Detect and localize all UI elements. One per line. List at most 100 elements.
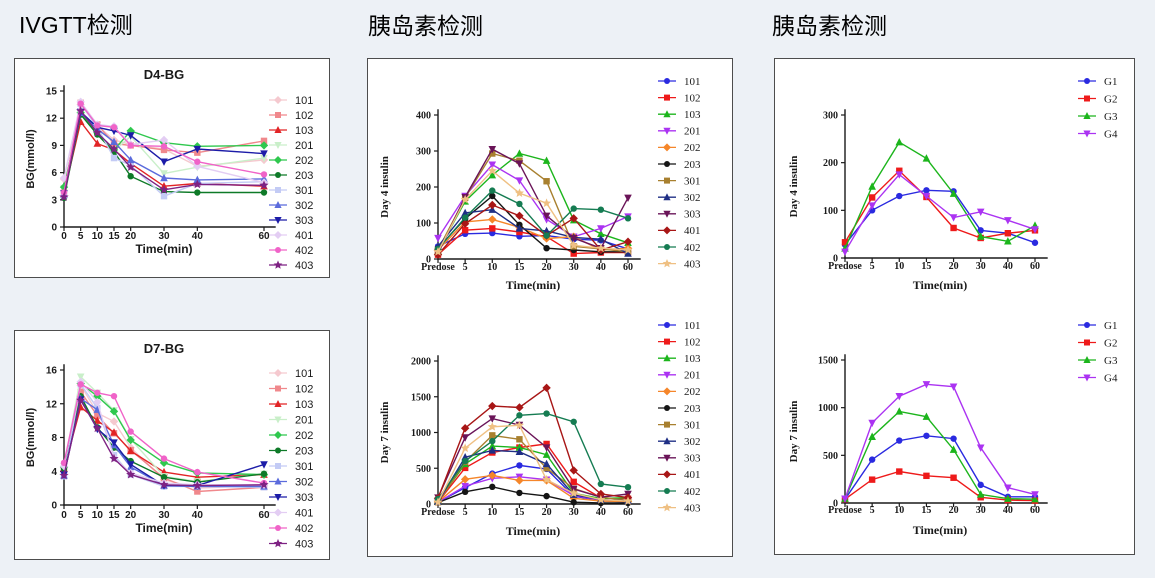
svg-text:30: 30	[569, 507, 579, 518]
section-header-insulin-group: 胰岛素检测	[772, 14, 887, 39]
svg-text:0: 0	[833, 499, 838, 510]
series-G4	[841, 171, 1039, 257]
svg-text:20: 20	[949, 261, 959, 272]
svg-text:101: 101	[684, 320, 701, 332]
svg-text:203: 203	[295, 170, 313, 182]
y-axis-label: Day 7 insulin	[788, 401, 800, 463]
panel-insulin-group: 0 100 200 300 Predose 5 10 15 20 30 40 60 G1 G2 G3 G4 Da…	[774, 58, 1135, 555]
svg-text:9: 9	[51, 141, 57, 152]
svg-text:103: 103	[684, 353, 701, 365]
svg-text:200: 200	[416, 183, 431, 194]
svg-text:60: 60	[1030, 261, 1040, 272]
y-axis-label: Day 4 insulin	[788, 156, 800, 218]
svg-text:15: 15	[921, 505, 931, 516]
svg-text:10: 10	[92, 510, 104, 521]
svg-text:101: 101	[295, 95, 313, 107]
axes	[437, 355, 641, 505]
svg-text:102: 102	[684, 92, 701, 104]
svg-text:5: 5	[870, 505, 875, 516]
panel-insulin-individual: 0 100 200 300 400 Predose 5 10 15 20 30 40 60 101 102 1…	[367, 58, 733, 557]
series-402	[60, 100, 268, 196]
svg-text:1000: 1000	[411, 428, 431, 439]
svg-text:10: 10	[487, 262, 497, 273]
svg-text:401: 401	[684, 469, 701, 481]
chart-day7-insulin-individual: 0 500 1000 1500 2000 Predose 5 10 15 20 30 40 60 101 1…	[368, 309, 732, 556]
y-axis-label: Day 7 insulin	[379, 402, 391, 464]
svg-text:15: 15	[514, 262, 524, 273]
svg-text:303: 303	[295, 492, 313, 504]
svg-text:10: 10	[894, 505, 904, 516]
series-G3	[841, 407, 1039, 503]
y-axis-label: BG(mmol/l)	[25, 408, 37, 468]
series-402	[434, 187, 632, 253]
svg-text:402: 402	[684, 486, 701, 498]
svg-text:402: 402	[684, 242, 701, 254]
svg-text:15: 15	[514, 507, 524, 518]
svg-text:20: 20	[125, 510, 137, 521]
svg-text:0: 0	[51, 501, 57, 512]
svg-text:202: 202	[684, 386, 701, 398]
svg-text:203: 203	[295, 445, 313, 457]
svg-text:Predose: Predose	[828, 261, 862, 272]
svg-text:103: 103	[295, 399, 313, 411]
series-402	[434, 410, 632, 503]
svg-text:40: 40	[596, 507, 606, 518]
svg-text:20: 20	[125, 231, 137, 242]
svg-text:Predose: Predose	[421, 262, 455, 273]
svg-text:401: 401	[295, 507, 313, 519]
y-axis-label: Day 4 insulin	[379, 156, 391, 218]
svg-text:102: 102	[684, 336, 701, 348]
svg-text:402: 402	[295, 245, 313, 257]
series-103	[60, 402, 268, 481]
svg-text:402: 402	[295, 523, 313, 535]
svg-text:302: 302	[295, 200, 313, 212]
y-axis-ticks: 0 500 1000 1500	[818, 356, 845, 510]
svg-text:301: 301	[684, 419, 701, 431]
chart-svg-day4_group: 0 100 200 300 Predose 5 10 15 20 30 40 60 G1 G2 G3 G4 Da…	[788, 76, 1118, 292]
svg-text:40: 40	[192, 231, 204, 242]
svg-text:G1: G1	[1104, 76, 1117, 88]
y-axis-ticks: 0 500 1000 1500 2000	[411, 357, 438, 511]
y-axis-label: BG(mmol/l)	[25, 129, 37, 189]
chart-day4-insulin-individual: 0 100 200 300 400 Predose 5 10 15 20 30 40 60 101 102 1…	[368, 59, 732, 309]
x-axis-label: Time(min)	[913, 523, 967, 537]
series-403	[59, 106, 269, 201]
svg-text:202: 202	[295, 430, 313, 442]
y-axis-ticks: 0 100 200 300 400	[416, 111, 438, 266]
svg-text:100: 100	[416, 219, 431, 230]
svg-text:101: 101	[684, 76, 701, 88]
svg-text:301: 301	[295, 185, 313, 197]
svg-text:302: 302	[684, 436, 701, 448]
svg-text:303: 303	[295, 215, 313, 227]
svg-text:15: 15	[108, 231, 120, 242]
svg-text:401: 401	[295, 230, 313, 242]
svg-text:0: 0	[61, 231, 67, 242]
svg-text:16: 16	[46, 366, 58, 377]
x-axis-label: Time(min)	[135, 242, 192, 256]
axes	[844, 109, 1048, 259]
svg-text:0: 0	[833, 254, 838, 265]
svg-text:G2: G2	[1104, 93, 1117, 105]
svg-text:301: 301	[684, 175, 701, 187]
svg-text:G3: G3	[1104, 355, 1118, 367]
svg-text:G4: G4	[1104, 372, 1118, 384]
svg-text:202: 202	[295, 155, 313, 167]
svg-text:0: 0	[426, 255, 431, 266]
x-axis-label: Time(min)	[913, 278, 967, 292]
series-G4	[841, 381, 1039, 503]
series-402	[60, 381, 268, 487]
legend: 101 102 103 201 202 203 301 302 303 401 402 403	[658, 76, 701, 270]
svg-text:20: 20	[542, 262, 552, 273]
axes	[437, 109, 641, 260]
svg-text:15: 15	[921, 261, 931, 272]
svg-text:201: 201	[684, 126, 701, 138]
axes	[63, 85, 276, 228]
svg-text:40: 40	[1003, 505, 1013, 516]
svg-text:303: 303	[684, 209, 701, 221]
svg-text:Predose: Predose	[421, 507, 455, 518]
chart-svg-day7_group: 0 500 1000 1500 Predose 5 10 15 20 30 40 60 G1 G2 G3 G4…	[788, 320, 1118, 537]
svg-text:201: 201	[684, 370, 701, 382]
x-axis-ticks: Predose 5 10 15 20 30 40 60	[828, 503, 1040, 516]
series-403	[433, 420, 633, 507]
